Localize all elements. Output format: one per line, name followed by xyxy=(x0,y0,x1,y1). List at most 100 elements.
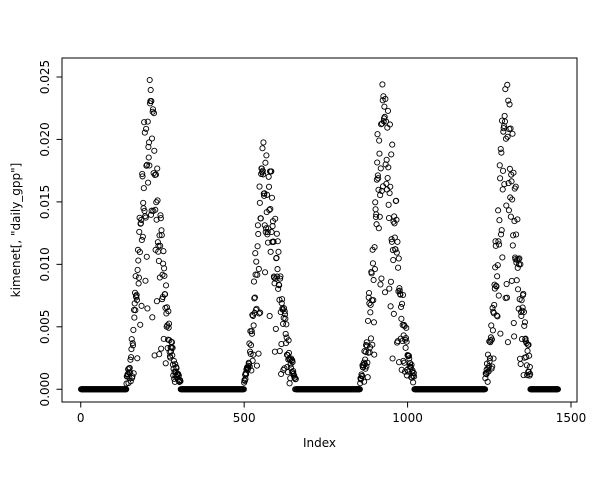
data-point xyxy=(257,309,264,316)
data-point xyxy=(520,308,527,316)
data-point xyxy=(386,190,393,197)
data-point xyxy=(254,222,261,229)
data-point xyxy=(246,363,253,370)
data-point xyxy=(146,139,153,146)
data-point xyxy=(138,236,145,244)
data-point xyxy=(270,238,277,245)
data-point xyxy=(375,175,382,182)
data-point xyxy=(381,289,389,296)
data-point xyxy=(377,165,384,172)
data-point xyxy=(396,287,403,294)
data-point xyxy=(125,366,132,373)
data-point xyxy=(369,341,376,348)
data-point xyxy=(513,277,520,284)
data-point xyxy=(399,337,406,345)
data-point xyxy=(493,283,500,290)
x-tick-label: 1500 xyxy=(556,411,587,425)
data-point xyxy=(160,248,167,255)
data-point xyxy=(401,323,408,330)
data-point xyxy=(140,205,147,212)
data-point xyxy=(128,336,135,343)
data-point xyxy=(519,304,526,311)
data-point xyxy=(498,117,506,124)
data-point xyxy=(139,173,146,180)
data-point xyxy=(499,167,507,174)
data-point xyxy=(282,330,289,337)
data-point xyxy=(141,119,148,126)
data-point xyxy=(276,282,283,289)
data-point xyxy=(253,258,260,265)
data-point xyxy=(381,103,388,110)
data-point xyxy=(135,257,142,264)
data-point xyxy=(362,348,369,356)
data-point xyxy=(510,169,517,176)
data-point xyxy=(405,352,412,359)
data-point xyxy=(498,231,505,238)
data-point xyxy=(156,232,163,239)
data-point xyxy=(391,220,398,227)
data-point xyxy=(143,162,150,169)
data-point xyxy=(133,294,140,301)
data-point xyxy=(266,312,273,320)
data-point xyxy=(390,310,397,317)
data-point xyxy=(275,248,282,255)
data-point xyxy=(372,206,379,213)
data-point xyxy=(143,253,150,260)
data-point xyxy=(374,131,381,138)
data-point xyxy=(242,375,249,383)
y-tick-label: 0.020 xyxy=(38,122,52,156)
data-point xyxy=(148,98,155,105)
data-point xyxy=(497,145,504,153)
data-point xyxy=(273,254,280,261)
data-point xyxy=(128,354,135,361)
data-point xyxy=(481,386,489,393)
data-point xyxy=(283,321,290,328)
data-point xyxy=(247,342,255,349)
data-point xyxy=(372,199,379,206)
data-point xyxy=(248,328,255,335)
data-point xyxy=(495,238,502,245)
data-point xyxy=(262,269,269,276)
data-point xyxy=(289,359,296,366)
data-point xyxy=(165,320,173,327)
data-point xyxy=(512,183,519,190)
data-point xyxy=(508,277,515,284)
data-point xyxy=(256,310,263,317)
data-point xyxy=(504,133,511,140)
data-point xyxy=(139,170,146,177)
data-point xyxy=(373,176,380,183)
data-point xyxy=(395,255,402,262)
data-point xyxy=(491,301,498,308)
data-point xyxy=(368,270,375,277)
data-point xyxy=(129,340,136,347)
data-point xyxy=(507,213,514,220)
data-point xyxy=(496,217,503,224)
data-point xyxy=(154,165,161,172)
data-point xyxy=(410,369,417,377)
data-point xyxy=(494,262,501,269)
data-point xyxy=(371,266,378,273)
data-point xyxy=(173,365,180,372)
data-point xyxy=(256,199,263,206)
data-point xyxy=(280,305,288,312)
data-point xyxy=(281,311,289,318)
data-point xyxy=(375,186,382,193)
data-point xyxy=(255,265,262,273)
x-tick-label: 1000 xyxy=(392,411,423,425)
y-axis-label: kimenet[, "daily_gpp"] xyxy=(9,163,23,298)
data-point xyxy=(158,345,165,352)
data-point xyxy=(513,231,520,238)
data-point xyxy=(177,378,184,385)
data-point xyxy=(246,340,253,347)
data-point xyxy=(495,207,502,214)
data-point xyxy=(554,386,561,393)
data-point xyxy=(146,162,153,169)
data-point xyxy=(501,118,509,125)
data-point xyxy=(133,296,141,304)
data-point xyxy=(393,249,400,256)
data-point xyxy=(385,164,392,171)
data-point xyxy=(272,325,279,332)
data-point xyxy=(161,272,168,279)
data-point xyxy=(155,242,162,249)
